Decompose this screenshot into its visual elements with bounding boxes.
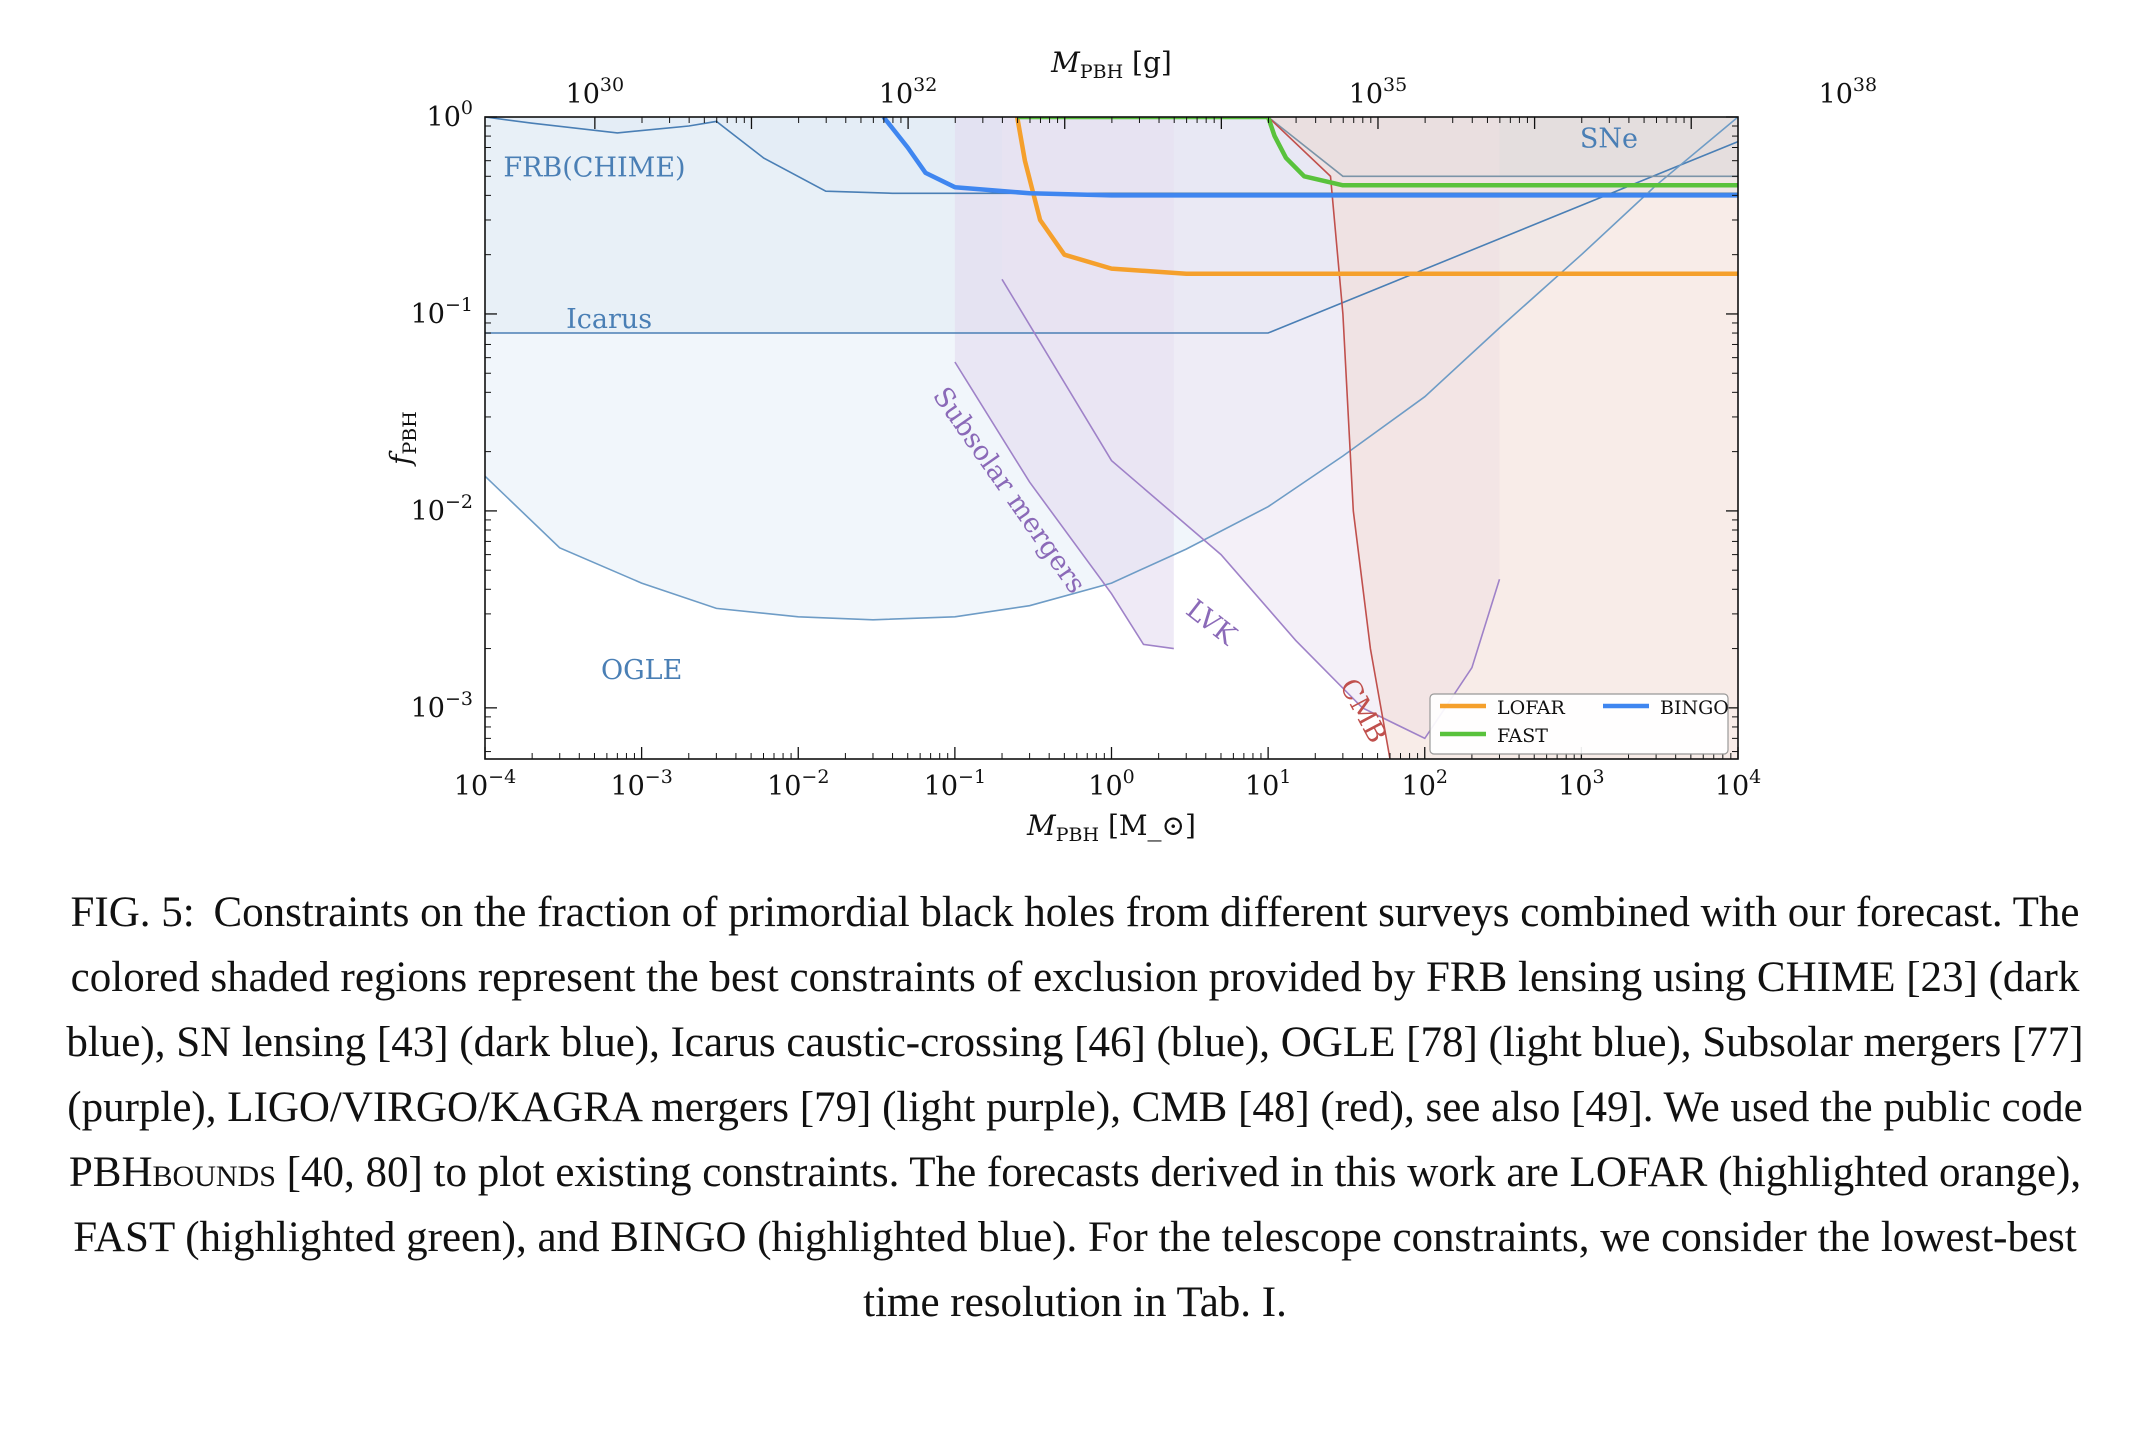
x-tick-label: 100 xyxy=(1088,766,1134,802)
region-edge-subsolar-mergers xyxy=(954,361,1174,650)
top-x-tick-label: 1038 xyxy=(1819,74,1878,110)
region-fill-cmb xyxy=(1268,117,1738,759)
x-tick-label: 103 xyxy=(1558,766,1604,802)
y-tick-label: 100 xyxy=(427,97,473,133)
top-x-axis-title: MPBH [g] xyxy=(1050,46,1172,83)
region-edge-sne xyxy=(1267,117,1738,178)
region-edge-icarus xyxy=(485,140,1738,334)
y-tick-label: 10−2 xyxy=(411,491,473,527)
x-tick-label: 10−1 xyxy=(924,766,986,802)
region-edge-ogle xyxy=(485,117,1738,621)
annotation-icarus: Icarus xyxy=(566,304,652,335)
top-x-tick-label: 1032 xyxy=(879,74,938,110)
legend-label-fast: FAST xyxy=(1497,725,1548,747)
annotation-sne: SNe xyxy=(1580,124,1638,155)
x-tick-label: 104 xyxy=(1715,766,1761,802)
annotation-lvk: LVK xyxy=(1180,594,1243,652)
pbh-constraints-chart: 10−4 10−3 10−2 10−1 100 101 102 103 104 100 10−1 10… xyxy=(384,46,1878,846)
x-tick-label: 10−4 xyxy=(454,766,516,802)
top-x-tick-label: 1030 xyxy=(566,74,625,110)
x-tick-label: 102 xyxy=(1402,766,1448,802)
region-edge-lvk xyxy=(1001,278,1501,740)
region-edge-cmb xyxy=(1267,117,1391,759)
forecast-curve-bingo xyxy=(881,117,1738,198)
caption-code-name: PBHbounds xyxy=(68,1149,276,1196)
caption-text-a: Constraints on the fraction of primordia… xyxy=(66,889,2084,1131)
x-tick-label: 10−3 xyxy=(610,766,672,802)
caption-text-b: [40, 80] to plot existing constraints. T… xyxy=(73,1149,2082,1326)
legend-label-bingo: BINGO xyxy=(1660,697,1729,719)
y-axis-title: fPBH xyxy=(384,411,421,467)
legend-label-lofar: LOFAR xyxy=(1497,697,1565,719)
y-tick-label: 10−1 xyxy=(411,294,473,330)
y-tick-label: 10−3 xyxy=(411,688,473,724)
x-axis-title: MPBH [M_⊙] xyxy=(1026,809,1196,846)
x-tick-label: 10−2 xyxy=(767,766,829,802)
x-tick-label: 101 xyxy=(1245,766,1291,802)
forecast-curve-lofar xyxy=(1014,117,1738,277)
figure-caption: FIG. 5: Constraints on the fraction of p… xyxy=(60,880,2090,1335)
top-x-tick-label: 1035 xyxy=(1349,74,1408,110)
legend-box xyxy=(1429,693,1729,755)
annotation-ogle: OGLE xyxy=(601,655,682,686)
caption-label: FIG. 5: xyxy=(70,889,195,936)
annotation-frb-chime: FRB(CHIME) xyxy=(503,152,685,183)
forecast-curve-fast xyxy=(1017,117,1738,188)
